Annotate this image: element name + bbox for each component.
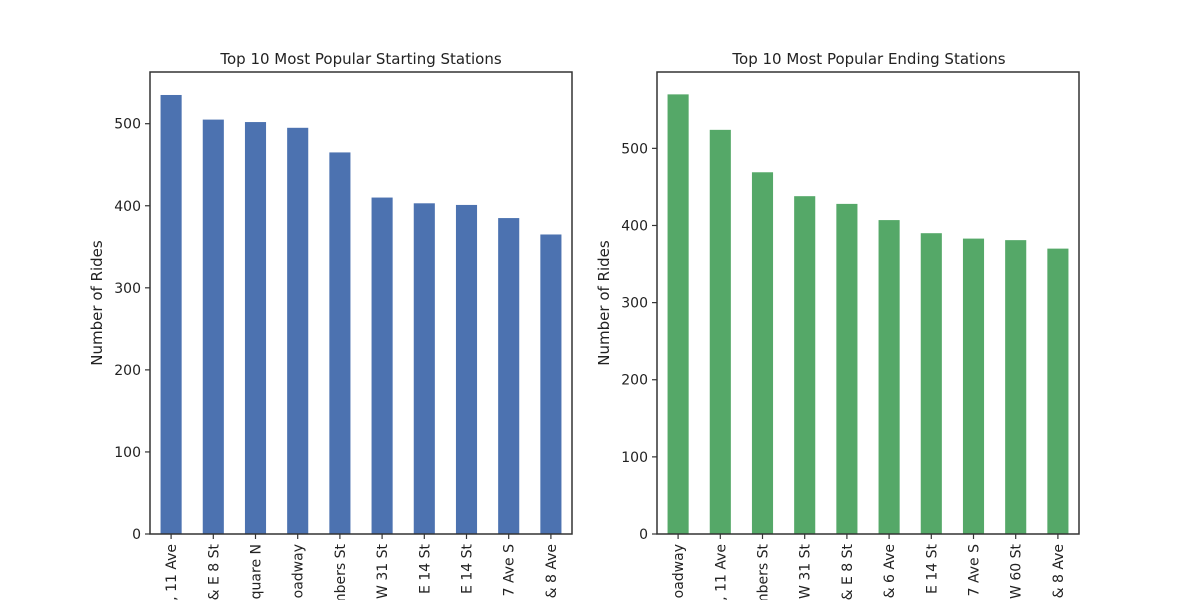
y-tick-label: 500 <box>114 117 141 133</box>
bar <box>287 127 309 535</box>
x-tick-label: E 14 St <box>924 543 940 593</box>
y-axis-label: Number of Rides <box>595 240 613 366</box>
axes-frame <box>149 71 573 535</box>
chart-starting-stations: Top 10 Most Popular Starting Stations Nu… <box>88 50 573 600</box>
y-tick-label: 400 <box>114 199 141 215</box>
x-tick-label: quare N <box>249 544 265 599</box>
y-tick-label: 100 <box>114 445 141 461</box>
bar <box>371 197 393 535</box>
y-tick-label: 100 <box>621 450 648 466</box>
y-tick-label: 0 <box>132 527 141 543</box>
bar <box>498 218 520 534</box>
x-tick-label: W 60 St <box>1009 543 1025 598</box>
bar <box>1047 248 1069 534</box>
x-tick-label: & 8 Ave <box>1051 544 1067 598</box>
bar <box>202 119 224 534</box>
x-tick-label: W 31 St <box>798 543 814 598</box>
y-tick-label: 200 <box>114 363 141 379</box>
x-tick-label: E 14 St <box>460 543 476 593</box>
bar <box>709 129 731 534</box>
bar <box>751 172 774 534</box>
chart-ending-stations: Top 10 Most Popular Ending Stations Numb… <box>595 50 1080 600</box>
y-tick-label: 200 <box>621 373 648 389</box>
bar <box>667 94 689 535</box>
y-tick-label: 400 <box>621 218 648 234</box>
y-tick-label: 500 <box>621 141 648 157</box>
bar <box>794 196 816 534</box>
y-tick-label: 0 <box>639 527 648 543</box>
x-tick-label: mbers St <box>756 543 772 600</box>
x-tick-label: 7 Ave S <box>967 544 983 596</box>
bar <box>920 233 942 534</box>
axes-frame <box>656 71 1080 535</box>
x-tick-label: oadway <box>291 544 307 598</box>
x-tick-label: & 8 Ave <box>544 544 560 598</box>
bar <box>878 220 900 534</box>
x-tick-label: E 14 St <box>417 543 433 593</box>
bar <box>329 152 351 535</box>
chart-title: Top 10 Most Popular Ending Stations <box>731 50 1005 68</box>
x-tick-label: oadway <box>671 544 687 598</box>
x-tick-label: mbers St <box>333 543 349 600</box>
bar <box>160 94 182 534</box>
x-tick-label: 7 Ave S <box>502 544 518 596</box>
x-tick-label: , 11 Ave <box>164 544 180 600</box>
y-tick-label: 300 <box>114 281 141 297</box>
chart-title: Top 10 Most Popular Starting Stations <box>219 50 501 68</box>
x-tick-label: & E 8 St <box>206 543 222 600</box>
y-tick-label: 300 <box>621 296 648 312</box>
bar <box>455 204 478 534</box>
bar <box>836 203 858 534</box>
bar <box>413 203 435 535</box>
bar <box>244 122 267 534</box>
x-tick-label: W 31 St <box>375 543 391 598</box>
x-tick-label: & 6 Ave <box>882 544 898 598</box>
y-axis-label: Number of Rides <box>88 240 106 366</box>
x-tick-label: , 11 Ave <box>713 544 729 600</box>
bar <box>962 238 985 534</box>
bar <box>540 234 562 535</box>
bar <box>1005 240 1027 534</box>
x-tick-label: & E 8 St <box>840 543 856 600</box>
